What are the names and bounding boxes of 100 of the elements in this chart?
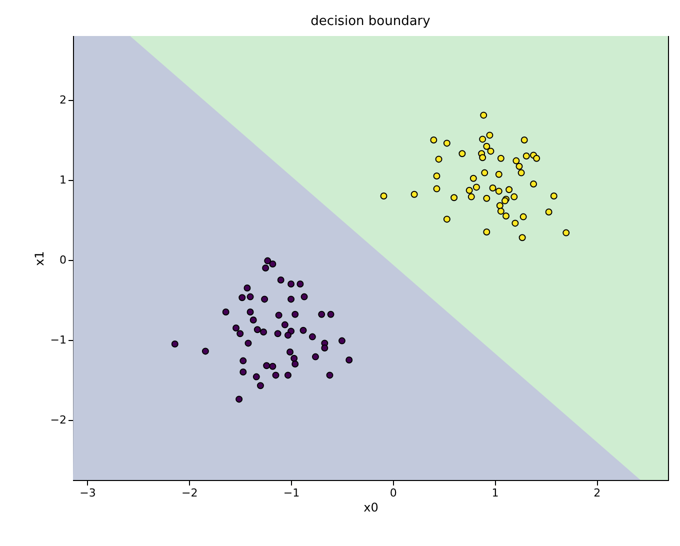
x-axis-title: x0	[364, 500, 378, 514]
point	[530, 180, 538, 188]
point	[466, 186, 473, 194]
point	[238, 294, 246, 302]
point	[290, 354, 298, 362]
point	[300, 293, 308, 300]
point	[346, 356, 353, 364]
y-tick-label: −1	[50, 334, 66, 346]
x-tick-label: 1	[492, 486, 499, 500]
point	[246, 293, 254, 300]
point	[246, 308, 254, 316]
x-tick-label: −1	[283, 486, 300, 500]
point	[495, 170, 502, 178]
point	[272, 372, 280, 379]
point	[430, 136, 438, 144]
y-tick-label: 1	[60, 174, 66, 186]
point	[481, 169, 488, 176]
point	[308, 333, 316, 340]
point	[296, 280, 304, 288]
point	[264, 257, 272, 264]
point	[497, 154, 504, 162]
point	[300, 326, 307, 334]
point	[516, 162, 523, 170]
point	[483, 142, 490, 150]
point	[236, 330, 244, 338]
point	[522, 152, 530, 160]
point	[281, 321, 288, 328]
x-tick-label: 2	[594, 486, 601, 500]
point	[486, 132, 494, 139]
y-tick-label: 2	[60, 94, 66, 106]
point	[262, 264, 270, 272]
point	[250, 316, 257, 324]
point	[443, 216, 450, 223]
point	[562, 229, 570, 236]
point	[312, 353, 319, 360]
point	[236, 396, 243, 403]
point	[277, 276, 284, 284]
point	[480, 112, 488, 119]
y-axis-title: x1	[32, 251, 46, 266]
point	[489, 184, 496, 192]
point	[292, 360, 299, 368]
point	[472, 184, 480, 191]
point	[550, 192, 558, 200]
y-tick-label: 0	[60, 254, 66, 266]
point	[483, 228, 490, 236]
point	[256, 382, 264, 390]
point	[497, 208, 504, 215]
x-tick-label: −3	[80, 486, 96, 500]
point	[254, 326, 261, 334]
point	[410, 190, 418, 198]
point	[533, 154, 540, 162]
point	[518, 169, 525, 176]
point	[275, 312, 282, 319]
point	[240, 357, 247, 364]
point	[240, 368, 247, 376]
point	[327, 310, 334, 318]
point	[284, 332, 292, 339]
point	[479, 154, 486, 162]
point	[433, 172, 440, 180]
point	[326, 372, 334, 379]
point	[269, 260, 276, 268]
point	[545, 208, 552, 216]
point	[495, 188, 502, 195]
x-tick-label: 0	[390, 486, 397, 500]
point	[321, 344, 328, 352]
point	[512, 157, 520, 164]
point	[435, 156, 442, 163]
point	[470, 174, 477, 182]
point	[260, 328, 268, 336]
point	[380, 192, 388, 200]
point	[288, 280, 295, 288]
point	[443, 140, 450, 147]
point	[458, 150, 466, 158]
point	[274, 330, 282, 338]
point	[292, 310, 299, 318]
point	[286, 348, 294, 356]
point	[512, 220, 519, 227]
point	[496, 202, 504, 210]
point	[318, 310, 326, 318]
point	[487, 148, 494, 155]
x-tick-label: −2	[182, 486, 198, 500]
point	[520, 213, 527, 220]
point	[244, 340, 252, 347]
point	[483, 194, 490, 202]
point	[506, 186, 513, 194]
point	[202, 348, 209, 355]
point	[433, 185, 440, 192]
point	[502, 212, 510, 220]
point	[288, 296, 295, 303]
y-tick-label: −2	[50, 414, 66, 426]
point	[284, 372, 292, 379]
point	[450, 194, 458, 202]
point	[518, 234, 526, 242]
point	[338, 337, 346, 344]
chart-title: decision boundary	[310, 14, 431, 29]
point	[479, 136, 486, 143]
point	[261, 296, 268, 303]
point	[510, 193, 518, 200]
point	[520, 136, 528, 144]
point	[252, 373, 260, 380]
